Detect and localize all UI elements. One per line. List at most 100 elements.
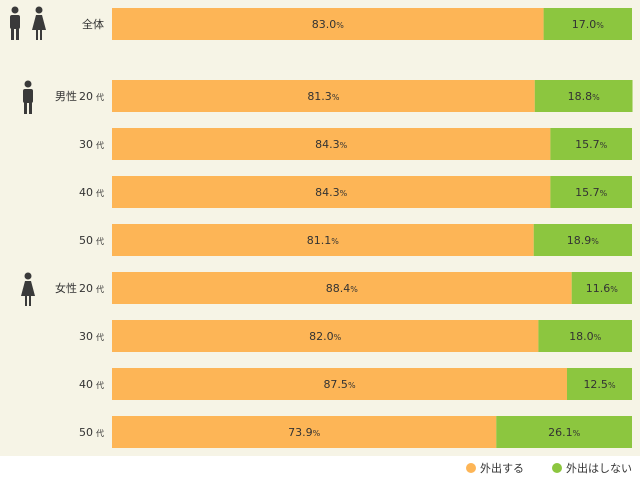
data-label-value: 18.9 — [567, 234, 592, 247]
bar-segment-not-go-out — [543, 8, 632, 40]
legend: 外出する 外出はしない — [0, 456, 640, 480]
data-label-unit: % — [592, 93, 600, 102]
category-label: 20 — [79, 282, 93, 295]
female-icon-dress — [21, 281, 35, 296]
male-icon-leg — [16, 28, 19, 40]
male-icon-leg — [24, 102, 27, 114]
female-icon-dress — [32, 15, 46, 30]
category-unit: 代 — [96, 428, 104, 438]
category-unit: 代 — [96, 236, 104, 246]
data-label-value: 84.3 — [315, 186, 340, 199]
legend-item-not-go-out: 外出はしない — [552, 460, 632, 476]
data-label: 83.0% — [312, 18, 345, 31]
data-label: 81.1% — [307, 234, 340, 247]
bar-segment-go-out — [112, 224, 534, 256]
data-label: 15.7% — [575, 138, 608, 151]
data-label-unit: % — [336, 21, 344, 30]
data-label-value: 11.6 — [586, 282, 611, 295]
bar-segment-go-out — [112, 272, 572, 304]
female-icon-head — [35, 6, 43, 14]
data-label: 88.4% — [326, 282, 359, 295]
data-label-unit: % — [313, 429, 321, 438]
category-label: 20 — [79, 90, 93, 103]
data-label-value: 73.9 — [288, 426, 313, 439]
female-icon-head — [24, 272, 32, 280]
male-icon-head — [11, 6, 19, 14]
data-label-unit: % — [596, 21, 604, 30]
female-icon-leg — [29, 296, 31, 306]
data-label: 82.0% — [309, 330, 342, 343]
data-label-unit: % — [340, 189, 348, 198]
category-label: 30 — [79, 138, 93, 151]
male-icon-leg — [29, 102, 32, 114]
data-label-unit: % — [591, 237, 599, 246]
data-label-value: 87.5 — [323, 378, 348, 391]
legend-label-not-go-out: 外出はしない — [566, 462, 632, 475]
category-label: 全体 — [82, 17, 104, 31]
bar-segment-not-go-out — [550, 176, 632, 208]
data-label: 26.1% — [548, 426, 581, 439]
data-label-unit: % — [600, 141, 608, 150]
category-label: 40 — [79, 378, 93, 391]
bar-segment-not-go-out — [550, 128, 632, 160]
data-label-unit: % — [331, 237, 339, 246]
male-icon-head — [24, 80, 32, 88]
data-label-value: 15.7 — [575, 138, 600, 151]
data-label-unit: % — [608, 381, 616, 390]
bar-segment-not-go-out — [534, 80, 633, 112]
female-icon-leg — [25, 296, 27, 306]
data-label-value: 12.5 — [583, 378, 608, 391]
male-icon-leg — [11, 28, 14, 40]
data-label: 17.0% — [572, 18, 605, 31]
data-label-unit: % — [348, 381, 356, 390]
data-label: 11.6% — [586, 282, 619, 295]
bar-segment-not-go-out — [533, 224, 632, 256]
category-label: 50 — [79, 426, 93, 439]
data-label-unit: % — [600, 189, 608, 198]
legend-swatch-not-go-out — [552, 463, 562, 473]
data-label-unit: % — [573, 429, 581, 438]
data-label-value: 18.0 — [569, 330, 594, 343]
bar-segment-go-out — [112, 128, 551, 160]
female-icon-leg — [40, 30, 42, 40]
data-label: 18.9% — [567, 234, 600, 247]
bar-segment-go-out — [112, 176, 551, 208]
legend-swatch-go-out — [466, 463, 476, 473]
bar-segment-not-go-out — [571, 272, 632, 304]
data-label: 15.7% — [575, 186, 608, 199]
data-label-unit: % — [350, 285, 358, 294]
category-unit: 代 — [96, 380, 104, 390]
data-label-value: 88.4 — [326, 282, 351, 295]
data-label: 73.9% — [288, 426, 321, 439]
bar-segment-not-go-out — [496, 416, 632, 448]
data-label-value: 81.3 — [307, 90, 332, 103]
bar-segment-go-out — [112, 416, 497, 448]
legend-item-go-out: 外出する — [466, 460, 524, 476]
male-icon-body — [10, 15, 20, 29]
category-unit: 代 — [96, 284, 104, 294]
bar-segment-go-out — [112, 368, 567, 400]
male-icon-body — [23, 89, 33, 103]
category-label: 40 — [79, 186, 93, 199]
data-label-value: 82.0 — [309, 330, 334, 343]
data-label-unit: % — [340, 141, 348, 150]
data-label: 84.3% — [315, 186, 348, 199]
data-label: 81.3% — [307, 90, 340, 103]
category-unit: 代 — [96, 188, 104, 198]
data-label-value: 17.0 — [572, 18, 597, 31]
bar-segment-go-out — [112, 80, 535, 112]
data-label-unit: % — [594, 333, 602, 342]
data-label-value: 81.1 — [307, 234, 332, 247]
bar-segment-go-out — [112, 8, 544, 40]
data-label: 18.8% — [568, 90, 601, 103]
category-unit: 代 — [96, 140, 104, 150]
data-label-unit: % — [334, 333, 342, 342]
legend-label-go-out: 外出する — [480, 462, 524, 475]
category-unit: 代 — [96, 92, 104, 102]
data-label: 84.3% — [315, 138, 348, 151]
data-label: 87.5% — [323, 378, 356, 391]
group-label: 男性 — [55, 89, 77, 103]
data-label-value: 15.7 — [575, 186, 600, 199]
data-label-value: 18.8 — [568, 90, 593, 103]
